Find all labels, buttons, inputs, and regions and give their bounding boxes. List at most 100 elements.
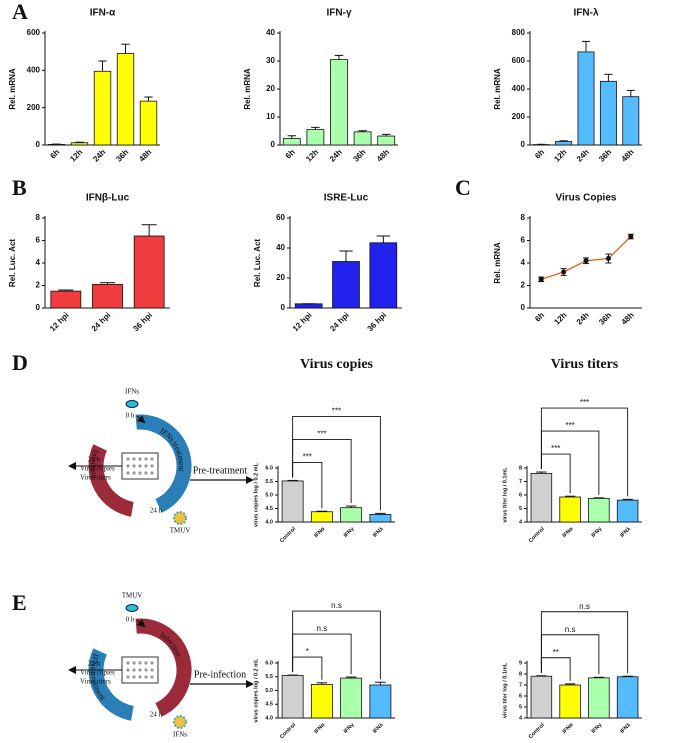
error-bar (559, 140, 568, 142)
bar (70, 142, 89, 146)
time-start: 0 h (126, 616, 135, 624)
error-bar (376, 235, 391, 243)
error-bar (287, 135, 297, 139)
bar (599, 80, 617, 146)
well (138, 471, 142, 475)
error-bar (121, 43, 130, 54)
error-bar (581, 40, 591, 52)
bar (369, 684, 392, 719)
error-bar (381, 133, 391, 137)
y-axis-label: Rel. Luc. Act (8, 239, 17, 287)
x-tick-label: IFNγ (591, 722, 604, 735)
x-tick-label: IFNλ (619, 722, 632, 735)
x-tick-label: 48h (620, 147, 636, 163)
y-axis-label: virus titer log / 0.1mL (502, 467, 508, 523)
chart-title: IFN-α (90, 8, 116, 19)
time-start: 0 h (126, 412, 135, 420)
bar (281, 480, 304, 523)
x-tick-label: 36h (597, 310, 613, 326)
time-left: 24 h (88, 456, 101, 464)
x-tick-label: 36h (351, 147, 367, 163)
y-tick-label: 6 (521, 236, 526, 245)
y-tick-label: 0 (521, 303, 526, 312)
chart-title: Virus copies (300, 357, 374, 372)
y-tick-label: 800 (512, 28, 526, 37)
well (126, 675, 130, 679)
y-axis-label: Rel. mRNA (243, 68, 252, 110)
well (144, 675, 148, 679)
x-tick-label: 36 hpi (131, 311, 154, 334)
x-tick-label: IFNλ (619, 526, 632, 539)
well (138, 675, 142, 679)
well (138, 464, 142, 468)
bar (93, 70, 112, 146)
x-tick-label: IFNλ (372, 722, 385, 735)
significance-label: n.s (565, 625, 576, 634)
x-tick-label: 24h (575, 147, 591, 163)
point (561, 269, 567, 275)
y-tick-label: 4 (519, 519, 523, 525)
error-bar (593, 676, 605, 678)
arrow-start (136, 415, 146, 424)
panel-label: A (12, 0, 28, 24)
bar (306, 129, 325, 146)
x-tick-label: IFNα (313, 526, 326, 539)
y-tick-label: 4 (519, 715, 523, 721)
agent-top-icon (125, 604, 139, 612)
error-bar (604, 73, 613, 82)
y-tick-label: 8 (519, 671, 522, 677)
ring-lower-text: Infection (89, 449, 101, 480)
chart-title: IFN-λ (574, 8, 599, 19)
error-bar (144, 96, 153, 102)
y-tick-label: 8 (519, 465, 522, 471)
x-tick-label: 48h (620, 310, 636, 326)
significance-bracket (292, 610, 381, 680)
error-bar (141, 224, 157, 236)
error-bar (375, 681, 386, 685)
x-tick-label: IFNα (562, 722, 575, 735)
well (126, 457, 130, 461)
error-bar (100, 282, 115, 285)
bar (139, 100, 158, 146)
error-bar (564, 495, 576, 498)
y-tick-label: 4.5 (265, 702, 273, 708)
well (126, 464, 130, 468)
error-bar (564, 683, 576, 685)
x-tick-label: 24 hpi (328, 311, 351, 334)
x-tick-label: 6h (284, 147, 297, 160)
bar (530, 675, 553, 719)
y-tick-label: 20 (266, 84, 275, 93)
error-bar (334, 54, 344, 60)
y-tick-label: 9 (519, 660, 522, 666)
y-tick-label: 2 (36, 281, 41, 290)
bar (369, 514, 392, 523)
well (144, 457, 148, 461)
y-tick-label: 0 (521, 140, 526, 149)
x-tick-label: 6h (533, 310, 546, 323)
y-tick-label: 4.0 (265, 715, 273, 721)
error-bar (358, 130, 367, 132)
y-tick-label: 5.5 (265, 674, 273, 680)
ring-upper (135, 618, 192, 717)
bar (622, 96, 640, 146)
ring-upper-label: IFNs treatment (158, 426, 186, 473)
arrow-label: Pre-infection (194, 669, 246, 680)
error-bar (626, 89, 635, 97)
time-bottom: 24 h (150, 507, 163, 515)
y-tick-label: 0 (36, 303, 41, 312)
x-tick-label: IFNγ (343, 722, 356, 735)
x-tick-label: IFNλ (372, 526, 385, 539)
bar (555, 141, 573, 146)
point (538, 276, 544, 282)
well (138, 668, 142, 672)
x-tick-label: Control (528, 722, 546, 740)
error-bar (345, 676, 357, 679)
arrow-start (136, 619, 146, 628)
well (138, 457, 142, 461)
ring-upper-text: IFNs treatment (158, 426, 186, 473)
error-bar (536, 471, 547, 474)
bar (577, 51, 595, 146)
error-bar (622, 675, 633, 677)
